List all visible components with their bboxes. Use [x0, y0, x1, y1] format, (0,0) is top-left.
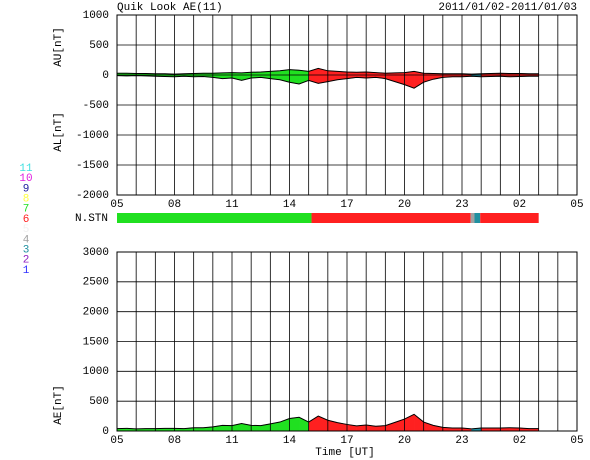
station-legend-label: 4 [23, 234, 30, 246]
station-count-segment [311, 213, 471, 223]
y-tick-label: -1500 [76, 160, 109, 172]
x-tick-label: 23 [455, 435, 468, 447]
x-tick-label: 05 [570, 199, 583, 211]
x-tick-label: 02 [513, 199, 526, 211]
y-axis-label: AL[nT] [53, 112, 65, 152]
x-tick-label: 20 [398, 199, 411, 211]
x-tick-label: 08 [168, 435, 181, 447]
stations-label: N.STN [75, 213, 108, 225]
station-legend-label: 2 [23, 255, 30, 267]
y-tick-label: 500 [89, 40, 109, 52]
x-tick-label: 05 [570, 435, 583, 447]
x-tick-label: 05 [110, 199, 123, 211]
station-legend-label: 5 [23, 224, 30, 236]
x-tick-label: 08 [168, 199, 181, 211]
station-legend-label: 3 [23, 245, 30, 257]
area-fill [222, 425, 233, 432]
station-legend-label: 6 [23, 214, 30, 226]
y-tick-label: 0 [102, 426, 109, 438]
x-tick-label: 17 [340, 435, 353, 447]
station-count-segment [474, 213, 481, 223]
x-axis-label: Time [UT] [315, 447, 374, 459]
y-tick-label: 2500 [83, 277, 109, 289]
x-tick-label: 23 [455, 199, 468, 211]
y-tick-label: -2000 [76, 190, 109, 202]
x-tick-label: 11 [225, 435, 239, 447]
y-axis-label: AE[nT] [53, 385, 65, 425]
date-range: 2011/01/02-2011/01/03 [438, 2, 577, 14]
x-tick-label: 14 [283, 199, 297, 211]
y-tick-label: 0 [102, 70, 109, 82]
data-line [116, 413, 539, 430]
area-fill [289, 69, 300, 85]
station-count-segment [117, 213, 312, 223]
station-legend-label: 10 [19, 173, 32, 185]
y-tick-label: 1500 [83, 336, 109, 348]
x-tick-label: 20 [398, 435, 411, 447]
y-tick-label: 1000 [83, 10, 109, 22]
area-fill [250, 425, 261, 432]
data-line [116, 75, 539, 89]
x-tick-label: 14 [283, 435, 297, 447]
y-tick-label: 1000 [83, 366, 109, 378]
station-legend-label: 9 [23, 183, 30, 195]
station-count-segment [470, 213, 475, 223]
data-line [117, 67, 539, 75]
station-legend-label: 11 [19, 163, 33, 175]
y-tick-label: 2000 [83, 307, 109, 319]
y-tick-label: -1000 [76, 130, 109, 142]
y-tick-label: 3000 [83, 247, 109, 259]
y-tick-label: 500 [89, 396, 109, 408]
y-tick-label: -500 [83, 100, 109, 112]
x-tick-label: 02 [513, 435, 526, 447]
y-axis-label: AU[nT] [53, 27, 65, 67]
plot-frame [116, 14, 578, 196]
station-legend-label: 8 [23, 194, 30, 206]
x-tick-label: 05 [110, 435, 123, 447]
station-legend-label: 1 [23, 265, 30, 277]
plot-frame [116, 251, 578, 432]
x-tick-label: 11 [225, 199, 239, 211]
station-count-segment [480, 213, 539, 223]
area-fill [289, 416, 300, 432]
x-tick-label: 17 [340, 199, 353, 211]
chart-title: Quik Look AE(11) [117, 2, 223, 14]
station-legend-label: 7 [23, 204, 30, 216]
